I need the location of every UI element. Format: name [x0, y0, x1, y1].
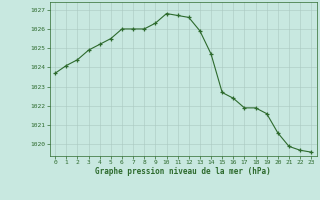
- X-axis label: Graphe pression niveau de la mer (hPa): Graphe pression niveau de la mer (hPa): [95, 167, 271, 176]
